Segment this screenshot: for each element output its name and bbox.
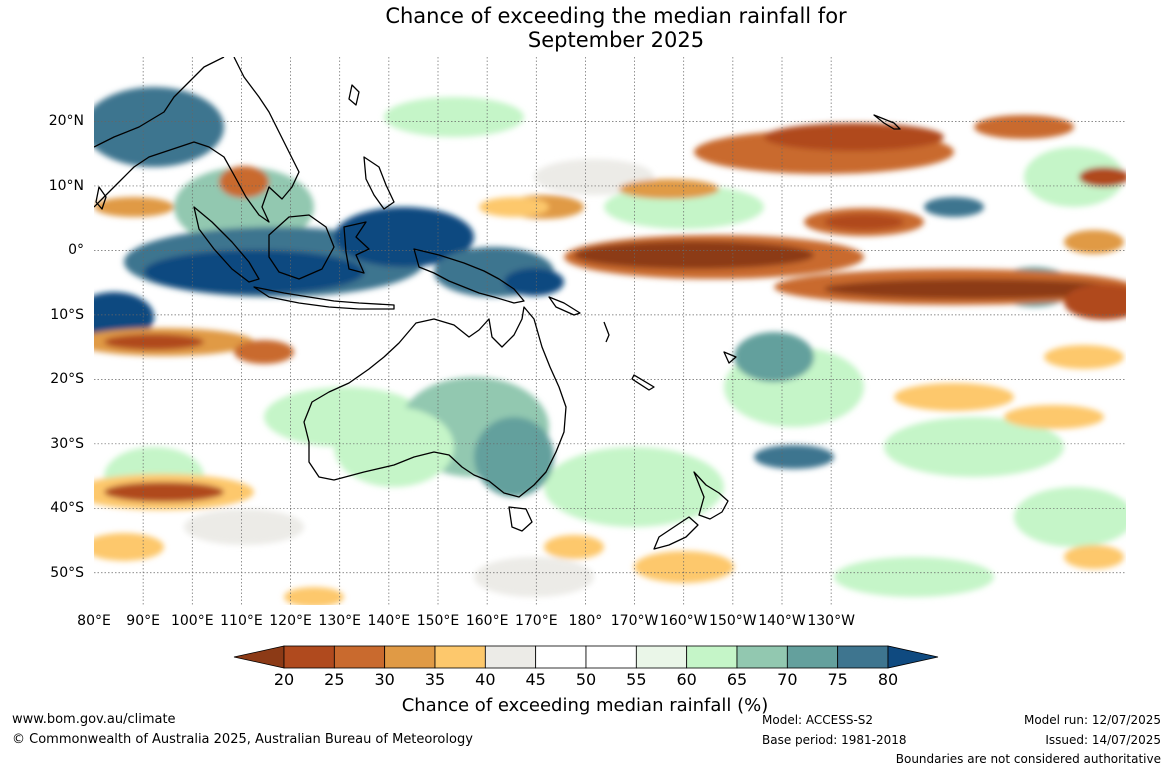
colorbar-swatch xyxy=(736,645,788,669)
lon-label: 180° xyxy=(568,613,603,629)
new-zealand-coastline xyxy=(693,471,729,520)
model-text: Model: ACCESS-S2 xyxy=(762,713,874,727)
colorbar-tick-label: 45 xyxy=(525,670,546,689)
colorbar-swatch xyxy=(635,645,688,669)
colorbar-tick-label: 55 xyxy=(626,670,647,689)
rainfall-anomaly-fields xyxy=(94,87,1126,605)
colorbar-tick-label: 20 xyxy=(273,670,295,689)
colorbar-tick-label: 65 xyxy=(726,670,748,689)
colorbar-swatch xyxy=(686,645,738,669)
sulawesi-coastline xyxy=(343,221,370,274)
colorbar-over-arrow xyxy=(887,645,939,669)
colorbar-tick-label: 25 xyxy=(324,670,345,689)
lon-label: 120°E xyxy=(269,613,312,629)
rainfall-map-canvas xyxy=(94,57,1126,605)
lon-label: 150°W xyxy=(709,613,757,629)
solomon-islands-coastline xyxy=(548,296,581,316)
lat-label: 0° xyxy=(68,242,84,259)
copyright-text: © Commonwealth of Australia 2025, Austra… xyxy=(12,732,473,747)
lon-label: 160°E xyxy=(465,613,509,629)
lon-label: 170°W xyxy=(610,613,659,629)
colorbar-label: Chance of exceeding median rainfall (%) xyxy=(401,695,769,716)
colorbar-swatch xyxy=(585,645,637,669)
sri-lanka-coastline xyxy=(95,186,107,210)
map-title: Chance of exceeding the median rainfall … xyxy=(0,4,1173,52)
lon-label: 140°E xyxy=(367,613,411,629)
asia-coastline xyxy=(94,57,300,223)
colorbar-tick-label: 80 xyxy=(877,670,899,689)
colorbar-swatch xyxy=(837,645,889,669)
colorbar-tick-label: 50 xyxy=(575,670,597,689)
colorbar-tick-label: 60 xyxy=(676,670,697,689)
lon-label: 170°E xyxy=(514,613,558,629)
colorbar-tick-label: 30 xyxy=(374,670,395,689)
hawaii-coastline xyxy=(873,114,901,130)
colorbar-swatch xyxy=(434,645,486,669)
lat-label: 30°S xyxy=(50,435,84,452)
rainfall-map xyxy=(94,57,1126,605)
disclaimer-text: Boundaries are not considered authoritat… xyxy=(895,752,1161,766)
borneo-coastline xyxy=(268,214,335,280)
java-coastline xyxy=(253,286,395,310)
lon-label: 90°E xyxy=(126,613,160,629)
australia-coastline xyxy=(303,306,567,498)
website-link[interactable]: www.bom.gov.au/climate xyxy=(12,712,176,727)
colorbar-swatch xyxy=(333,645,386,669)
colorbar xyxy=(233,645,939,669)
lat-label: 20°S xyxy=(50,371,84,388)
lon-label: 140°W xyxy=(758,613,806,629)
title-line-1: Chance of exceeding the median rainfall … xyxy=(385,4,847,28)
sumatra-coastline xyxy=(193,206,260,283)
lon-label: 150°E xyxy=(416,613,460,629)
fiji-coastline xyxy=(723,351,737,364)
base-period-text: Base period: 1981-2018 xyxy=(762,733,907,747)
coastlines xyxy=(94,57,901,550)
philippines-coastline xyxy=(363,156,395,210)
colorbar-swatch xyxy=(535,645,587,669)
colorbar-tick-label: 75 xyxy=(827,670,848,689)
lon-label: 130°W xyxy=(807,613,855,629)
new-zealand-south-coastline xyxy=(653,516,699,550)
colorbar-tick-label: 40 xyxy=(475,670,496,689)
title-line-2: September 2025 xyxy=(527,28,705,52)
new-caledonia-coastline xyxy=(631,374,655,391)
lon-label: 100°E xyxy=(170,613,214,629)
lat-label: 40°S xyxy=(50,500,84,517)
vanuatu-coastline xyxy=(603,321,610,343)
lat-label: 10°N xyxy=(48,177,84,194)
new-guinea-coastline xyxy=(413,248,525,304)
lon-label: 130°E xyxy=(318,613,361,629)
lon-label: 80°E xyxy=(77,613,111,629)
lon-label: 110°E xyxy=(220,613,263,629)
colorbar-tick-label: 35 xyxy=(424,670,446,689)
tasmania-coastline xyxy=(508,506,533,532)
colorbar-tick-label: 70 xyxy=(777,670,798,689)
taiwan-coastline xyxy=(348,84,360,106)
lat-label: 50°S xyxy=(50,564,84,581)
lat-lon-grid xyxy=(94,57,1126,605)
colorbar-swatch xyxy=(484,645,537,669)
colorbar-under-arrow xyxy=(233,645,285,669)
lat-label: 20°N xyxy=(48,113,84,130)
lat-label: 10°S xyxy=(50,306,84,323)
issued-text: Issued: 14/07/2025 xyxy=(1045,733,1161,747)
colorbar-swatch xyxy=(283,645,335,669)
colorbar-swatch xyxy=(384,645,436,669)
lon-label: 160°W xyxy=(659,613,708,629)
model-run-text: Model run: 12/07/2025 xyxy=(1023,713,1161,727)
colorbar-swatch xyxy=(786,645,839,669)
